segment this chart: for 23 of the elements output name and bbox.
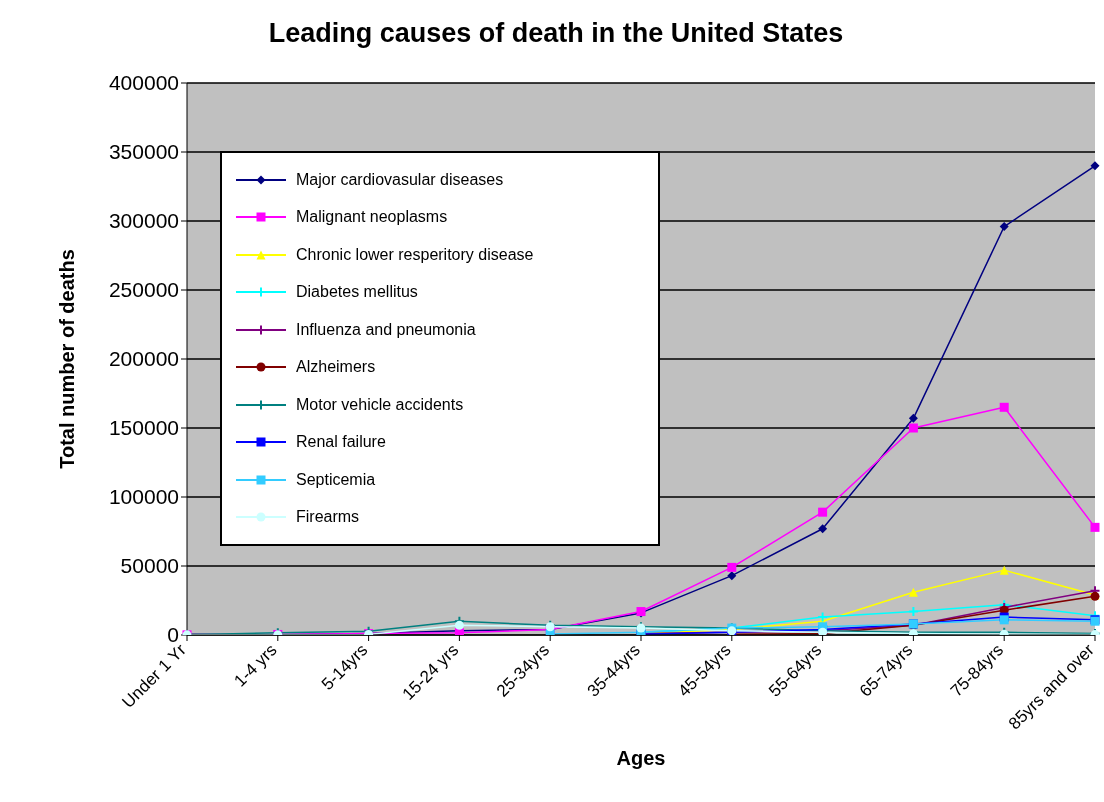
legend-label: Malignant neoplasms (296, 208, 448, 227)
y-axis-title: Total number of deaths (56, 249, 79, 469)
chart-title: Leading causes of death in the United States (267, 18, 845, 49)
y-tick-label: 400000 (108, 71, 179, 95)
y-tick-label: 100000 (108, 485, 179, 509)
x-axis-title: Ages (616, 747, 666, 769)
legend-label: Diabetes mellitus (296, 283, 418, 302)
y-tick-label: 250000 (108, 278, 179, 302)
y-tick-label: 300000 (108, 209, 179, 233)
legend-label: Influenza and pneumonia (296, 320, 476, 339)
y-tick-label: 200000 (108, 347, 179, 371)
y-tick-label: 350000 (108, 140, 179, 164)
legend-label: Firearms (296, 508, 360, 527)
x-tick-label: 1-4 yrs (230, 640, 281, 691)
y-tick-label: 150000 (108, 416, 179, 440)
legend-label: Major cardiovasular diseases (296, 170, 504, 189)
legend-label: Septicemia (296, 470, 376, 489)
y-tick-label: 50000 (120, 554, 179, 578)
legend-label: Alzheimers (296, 358, 376, 377)
legend-label: Renal failure (296, 433, 386, 452)
legend-label: Chronic lower resperitory disease (296, 245, 534, 264)
legend-label: Motor vehicle accidents (296, 395, 464, 414)
y-tick-label: 0 (167, 623, 179, 647)
